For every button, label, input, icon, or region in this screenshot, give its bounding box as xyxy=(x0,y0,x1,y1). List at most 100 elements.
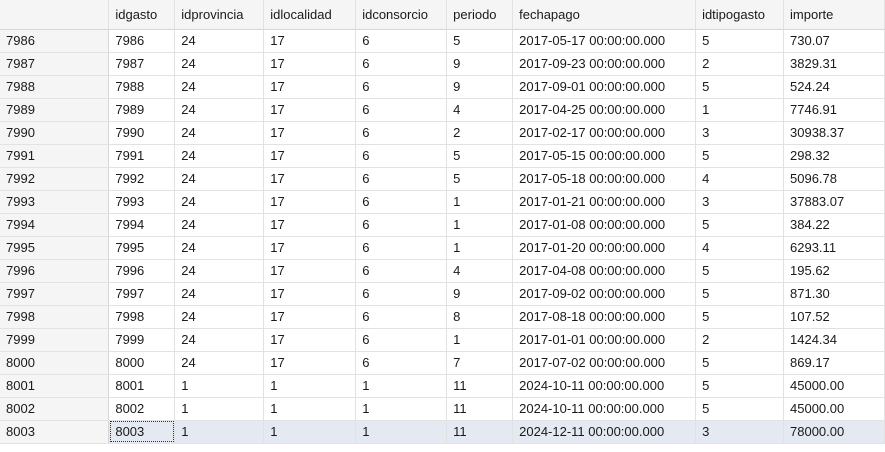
cell-idlocalidad[interactable]: 17 xyxy=(263,52,357,76)
cell-idgasto[interactable]: 7995 xyxy=(108,236,176,260)
cell-idlocalidad[interactable]: 17 xyxy=(263,144,357,168)
table-row[interactable]: 7994 7994 24 17 6 1 2017-01-08 00:00:00.000 5 38… xyxy=(0,213,885,237)
table-row[interactable]: 8003 8003 1 1 1 11 2024-12-11 00:00:00.000 3 780… xyxy=(0,420,885,444)
cell-idconsorcio[interactable]: 6 xyxy=(355,167,448,191)
cell-idtipogasto[interactable]: 3 xyxy=(695,420,785,444)
cell-idlocalidad[interactable]: 17 xyxy=(263,282,357,306)
cell-periodo[interactable]: 4 xyxy=(446,98,514,122)
cell-importe[interactable]: 730.07 xyxy=(783,29,885,53)
cell-periodo[interactable]: 11 xyxy=(446,374,514,398)
column-header-idconsorcio[interactable]: idconsorcio xyxy=(355,0,448,30)
cell-fechapago[interactable]: 2017-05-17 00:00:00.000 xyxy=(512,29,697,53)
cell-idtipogasto[interactable]: 3 xyxy=(695,190,785,214)
cell-periodo[interactable]: 1 xyxy=(446,236,514,260)
cell-idprovincia[interactable]: 24 xyxy=(174,259,265,283)
cell-idlocalidad[interactable]: 17 xyxy=(263,213,357,237)
cell-idtipogasto[interactable]: 2 xyxy=(695,52,785,76)
cell-idconsorcio[interactable]: 6 xyxy=(355,282,448,306)
cell-idgasto[interactable]: 7986 xyxy=(108,29,176,53)
cell-periodo[interactable]: 2 xyxy=(446,121,514,145)
cell-idprovincia[interactable]: 1 xyxy=(174,397,265,421)
table-row[interactable]: 7986 7986 24 17 6 5 2017-05-17 00:00:00.000 5 73… xyxy=(0,29,885,53)
cell-fechapago[interactable]: 2017-01-08 00:00:00.000 xyxy=(512,213,697,237)
cell-importe[interactable]: 5096.78 xyxy=(783,167,885,191)
table-row[interactable]: 8000 8000 24 17 6 7 2017-07-02 00:00:00.000 5 86… xyxy=(0,351,885,375)
row-number-cell[interactable]: 7998 xyxy=(0,305,110,329)
cell-fechapago[interactable]: 2017-09-01 00:00:00.000 xyxy=(512,75,697,99)
row-number-cell[interactable]: 7996 xyxy=(0,259,110,283)
cell-importe[interactable]: 30938.37 xyxy=(783,121,885,145)
cell-importe[interactable]: 524.24 xyxy=(783,75,885,99)
cell-importe[interactable]: 1424.34 xyxy=(783,328,885,352)
cell-idlocalidad[interactable]: 17 xyxy=(263,328,357,352)
cell-fechapago[interactable]: 2024-12-11 00:00:00.000 xyxy=(512,420,697,444)
cell-idprovincia[interactable]: 24 xyxy=(174,144,265,168)
cell-idprovincia[interactable]: 24 xyxy=(174,282,265,306)
table-row[interactable]: 7991 7991 24 17 6 5 2017-05-15 00:00:00.000 5 29… xyxy=(0,144,885,168)
cell-idprovincia[interactable]: 24 xyxy=(174,351,265,375)
cell-fechapago[interactable]: 2017-05-18 00:00:00.000 xyxy=(512,167,697,191)
cell-idlocalidad[interactable]: 17 xyxy=(263,351,357,375)
cell-idprovincia[interactable]: 24 xyxy=(174,75,265,99)
cell-fechapago[interactable]: 2017-07-02 00:00:00.000 xyxy=(512,351,697,375)
cell-idtipogasto[interactable]: 5 xyxy=(695,144,785,168)
row-header-corner[interactable] xyxy=(0,0,110,30)
table-row[interactable]: 7988 7988 24 17 6 9 2017-09-01 00:00:00.000 5 52… xyxy=(0,75,885,99)
cell-idlocalidad[interactable]: 17 xyxy=(263,190,357,214)
cell-idtipogasto[interactable]: 4 xyxy=(695,167,785,191)
cell-idlocalidad[interactable]: 1 xyxy=(263,397,357,421)
cell-importe[interactable]: 107.52 xyxy=(783,305,885,329)
table-row[interactable]: 7997 7997 24 17 6 9 2017-09-02 00:00:00.000 5 87… xyxy=(0,282,885,306)
row-number-cell[interactable]: 7990 xyxy=(0,121,110,145)
cell-idconsorcio[interactable]: 6 xyxy=(355,29,448,53)
cell-idgasto[interactable]: 7998 xyxy=(108,305,176,329)
cell-idgasto[interactable]: 7992 xyxy=(108,167,176,191)
cell-idprovincia[interactable]: 1 xyxy=(174,374,265,398)
cell-idlocalidad[interactable]: 17 xyxy=(263,121,357,145)
cell-periodo[interactable]: 1 xyxy=(446,328,514,352)
table-row[interactable]: 7993 7993 24 17 6 1 2017-01-21 00:00:00.000 3 37… xyxy=(0,190,885,214)
cell-idlocalidad[interactable]: 17 xyxy=(263,259,357,283)
cell-idgasto[interactable]: 7994 xyxy=(108,213,176,237)
cell-periodo[interactable]: 8 xyxy=(446,305,514,329)
cell-idgasto[interactable]: 8003 xyxy=(108,420,176,444)
cell-idconsorcio[interactable]: 6 xyxy=(355,328,448,352)
table-row[interactable]: 7989 7989 24 17 6 4 2017-04-25 00:00:00.000 1 77… xyxy=(0,98,885,122)
row-number-cell[interactable]: 7987 xyxy=(0,52,110,76)
cell-idgasto[interactable]: 8001 xyxy=(108,374,176,398)
cell-periodo[interactable]: 11 xyxy=(446,397,514,421)
cell-fechapago[interactable]: 2017-05-15 00:00:00.000 xyxy=(512,144,697,168)
cell-idconsorcio[interactable]: 6 xyxy=(355,121,448,145)
cell-importe[interactable]: 37883.07 xyxy=(783,190,885,214)
cell-idprovincia[interactable]: 24 xyxy=(174,29,265,53)
column-header-fechapago[interactable]: fechapago xyxy=(512,0,697,30)
cell-fechapago[interactable]: 2017-01-01 00:00:00.000 xyxy=(512,328,697,352)
cell-fechapago[interactable]: 2017-04-25 00:00:00.000 xyxy=(512,98,697,122)
cell-idtipogasto[interactable]: 5 xyxy=(695,374,785,398)
cell-idprovincia[interactable]: 24 xyxy=(174,190,265,214)
cell-idtipogasto[interactable]: 5 xyxy=(695,282,785,306)
cell-fechapago[interactable]: 2017-01-21 00:00:00.000 xyxy=(512,190,697,214)
row-number-cell[interactable]: 8002 xyxy=(0,397,110,421)
cell-idconsorcio[interactable]: 6 xyxy=(355,52,448,76)
cell-importe[interactable]: 384.22 xyxy=(783,213,885,237)
cell-idgasto[interactable]: 7989 xyxy=(108,98,176,122)
row-number-cell[interactable]: 8003 xyxy=(0,420,110,444)
column-header-idprovincia[interactable]: idprovincia xyxy=(174,0,265,30)
cell-idgasto[interactable]: 7991 xyxy=(108,144,176,168)
cell-importe[interactable]: 78000.00 xyxy=(783,420,885,444)
cell-idprovincia[interactable]: 24 xyxy=(174,121,265,145)
cell-fechapago[interactable]: 2017-09-23 00:00:00.000 xyxy=(512,52,697,76)
cell-importe[interactable]: 7746.91 xyxy=(783,98,885,122)
cell-importe[interactable]: 195.62 xyxy=(783,259,885,283)
cell-periodo[interactable]: 11 xyxy=(446,420,514,444)
cell-idtipogasto[interactable]: 3 xyxy=(695,121,785,145)
cell-idprovincia[interactable]: 24 xyxy=(174,98,265,122)
cell-fechapago[interactable]: 2017-02-17 00:00:00.000 xyxy=(512,121,697,145)
row-number-cell[interactable]: 7994 xyxy=(0,213,110,237)
cell-importe[interactable]: 3829.31 xyxy=(783,52,885,76)
cell-periodo[interactable]: 7 xyxy=(446,351,514,375)
row-number-cell[interactable]: 7999 xyxy=(0,328,110,352)
table-row[interactable]: 8001 8001 1 1 1 11 2024-10-11 00:00:00.000 5 450… xyxy=(0,374,885,398)
